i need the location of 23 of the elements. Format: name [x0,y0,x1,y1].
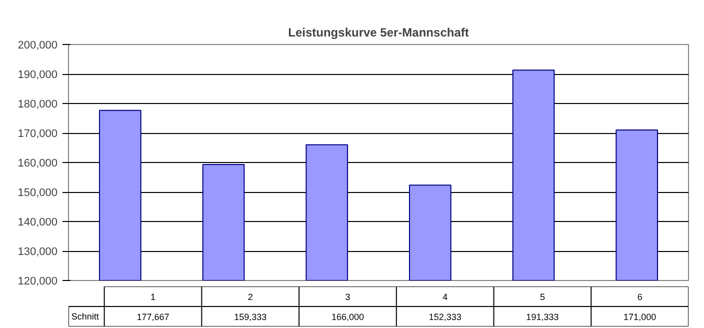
y-tick-label: 130,000 [18,246,58,258]
data-label: 191,333 [526,312,559,322]
x-tick-label: 5 [540,292,545,302]
y-tick-label: 160,000 [18,158,58,170]
y-tick-label: 200,000 [18,40,58,52]
y-tick-label: 140,000 [18,216,58,228]
y-tick-label: 170,000 [18,128,58,140]
x-tick-label: 3 [345,292,350,302]
x-tick-label: 4 [442,292,448,302]
text: Schnitt [71,312,100,322]
data-label: 166,000 [331,312,364,322]
chart-title: Leistungskurve 5er-Mannschaft [288,26,469,40]
data-label: 171,000 [624,312,656,322]
x-tick-label: 6 [637,292,642,302]
y-tick-label: 120,000 [18,276,58,288]
data-label: 177,667 [136,312,170,322]
x-tick-label: 2 [248,292,253,302]
data-label: 152,333 [428,312,462,322]
y-tick-label: 150,000 [18,187,58,199]
data-label: 159,333 [234,312,267,322]
x-tick-label: 1 [150,292,156,302]
y-tick-label: 180,000 [18,98,58,110]
y-tick-label: 190,000 [18,69,58,81]
